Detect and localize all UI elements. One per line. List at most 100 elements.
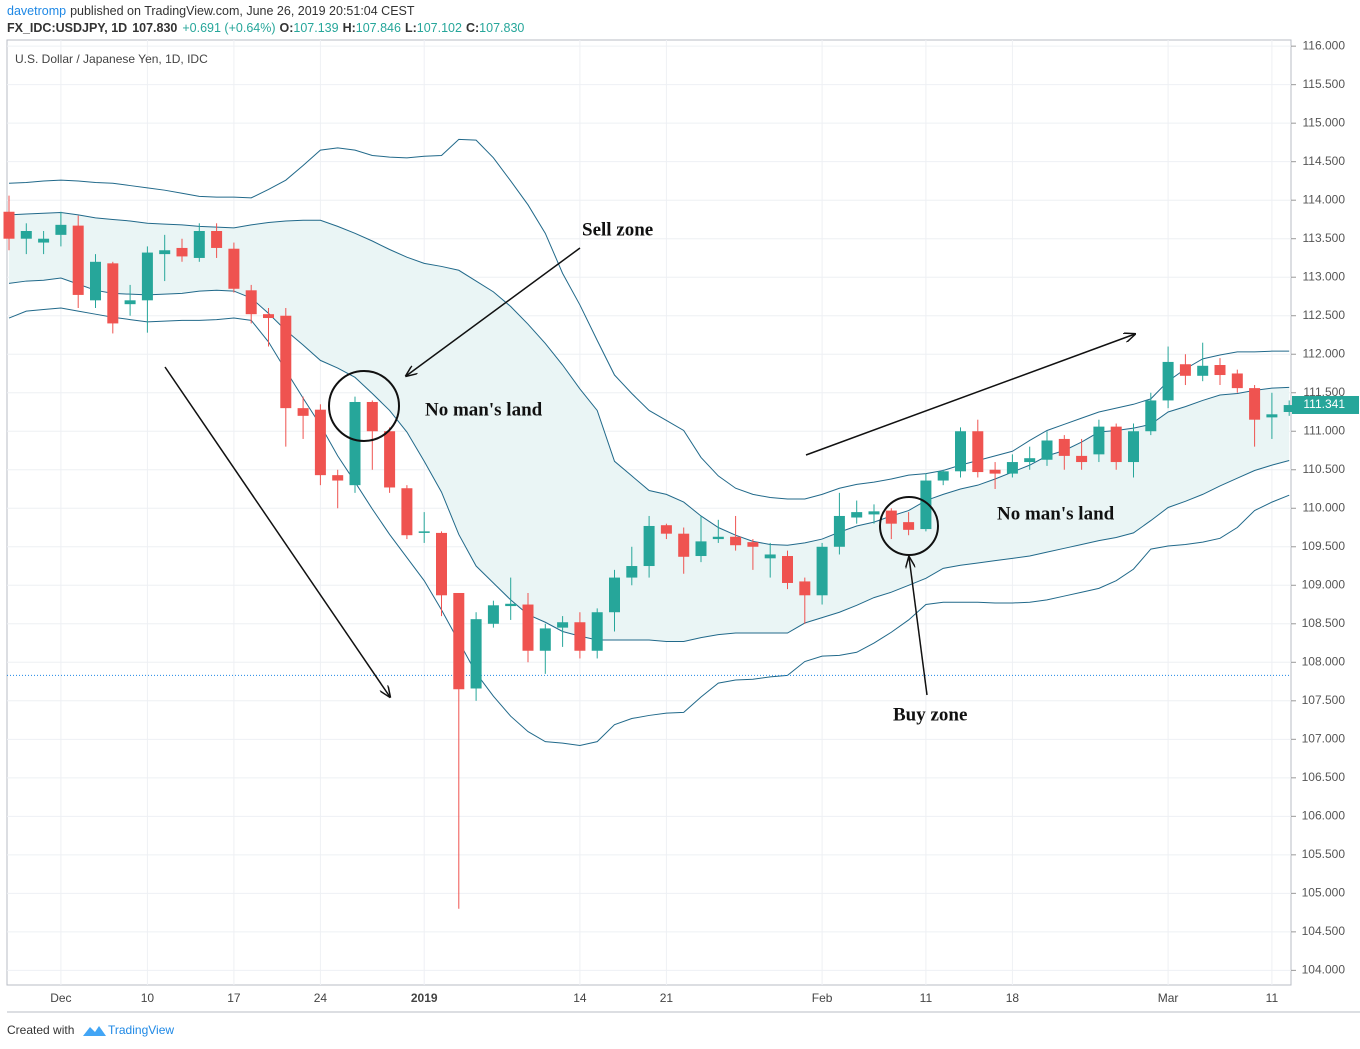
annotation: Sell zone bbox=[582, 219, 653, 240]
footer-created: Created with bbox=[7, 1023, 74, 1037]
candle-body bbox=[1283, 405, 1295, 412]
y-tick-label: 109.500 bbox=[1302, 539, 1346, 553]
arrow bbox=[406, 247, 581, 376]
candle-body bbox=[678, 533, 690, 557]
circle bbox=[879, 496, 939, 556]
band-line bbox=[8, 212, 1290, 546]
candle-body bbox=[297, 408, 309, 416]
y-tick-label: 113.500 bbox=[1303, 231, 1346, 245]
candle-body bbox=[20, 231, 32, 239]
candle-body bbox=[937, 471, 949, 481]
candle-body bbox=[1214, 365, 1226, 376]
y-tick-label: 115.000 bbox=[1303, 115, 1346, 129]
candle-body bbox=[193, 231, 205, 258]
brand-logo[interactable] bbox=[83, 1026, 106, 1036]
candle-body bbox=[1162, 361, 1174, 401]
open-label: O: bbox=[280, 21, 294, 35]
y-tick-label: 110.000 bbox=[1303, 500, 1346, 514]
candle-body bbox=[591, 612, 603, 651]
annotation: No man's land bbox=[997, 503, 1115, 524]
x-tick-label: 11 bbox=[920, 991, 933, 1005]
candle-body bbox=[159, 250, 171, 255]
candle-body bbox=[1110, 426, 1122, 463]
candle-body bbox=[314, 409, 326, 476]
y-tick-label: 113.000 bbox=[1303, 269, 1346, 283]
candle-body bbox=[868, 511, 880, 515]
logo bbox=[83, 1026, 106, 1036]
candle-body bbox=[1128, 431, 1139, 463]
candle-body bbox=[660, 525, 672, 534]
candle-body bbox=[1093, 426, 1105, 455]
candle-body bbox=[366, 401, 378, 432]
candle-body bbox=[539, 628, 551, 651]
candle-body bbox=[211, 231, 223, 248]
candle-body bbox=[1076, 455, 1088, 463]
candle-body bbox=[470, 619, 482, 689]
y-tick-label: 115.500 bbox=[1303, 77, 1346, 91]
arrow bbox=[909, 557, 928, 696]
x-tick-label: 2019 bbox=[411, 991, 438, 1005]
candle-body bbox=[626, 566, 638, 578]
x-tick-label: 24 bbox=[314, 991, 328, 1005]
author[interactable]: davetromp bbox=[7, 4, 66, 18]
band-fill bbox=[9, 212, 1290, 642]
y-tick-label: 114.500 bbox=[1303, 154, 1346, 168]
candle-body bbox=[764, 554, 776, 559]
candle-body bbox=[1197, 365, 1209, 376]
circle bbox=[328, 370, 400, 442]
candle-body bbox=[1006, 462, 1018, 474]
candle-body bbox=[418, 531, 430, 533]
candle-body bbox=[3, 211, 15, 239]
annotation: Buy zone bbox=[893, 704, 967, 725]
y-tick-label: 105.000 bbox=[1302, 886, 1346, 900]
y-tick-label: 108.500 bbox=[1302, 616, 1346, 630]
y-tick-label: 107.000 bbox=[1302, 731, 1346, 745]
candle-body bbox=[401, 488, 413, 536]
candle-body bbox=[384, 431, 396, 488]
candle-body bbox=[107, 263, 119, 324]
x-tick-label: 11 bbox=[1266, 991, 1279, 1005]
candle-body bbox=[245, 290, 257, 315]
y-tick-label: 112.000 bbox=[1303, 346, 1346, 360]
candle-body bbox=[228, 248, 240, 289]
candle-body bbox=[487, 605, 499, 624]
y-tick-label: 112.500 bbox=[1303, 308, 1346, 322]
candle-body bbox=[349, 401, 361, 486]
x-tick-label: Dec bbox=[50, 991, 71, 1005]
footer-brand[interactable]: TradingView bbox=[108, 1023, 174, 1037]
candle-body bbox=[643, 525, 655, 567]
candle-body bbox=[176, 247, 188, 257]
x-tick-label: 17 bbox=[227, 991, 241, 1005]
x-tick-label: 21 bbox=[660, 991, 674, 1005]
candle-body bbox=[1024, 458, 1036, 463]
candle-body bbox=[1145, 400, 1157, 432]
y-tick-label: 104.500 bbox=[1302, 924, 1346, 938]
candle-body bbox=[332, 475, 344, 481]
candle-body bbox=[1266, 414, 1278, 418]
y-tick-label: 108.000 bbox=[1302, 654, 1346, 668]
candle-body bbox=[989, 469, 1001, 474]
y-tick-label: 114.000 bbox=[1303, 192, 1346, 206]
candle-body bbox=[280, 315, 292, 409]
candle-body bbox=[1058, 438, 1070, 456]
open: 107.139 bbox=[293, 21, 338, 35]
candle-body bbox=[816, 546, 828, 596]
candle-body bbox=[955, 431, 966, 472]
chart-title: U.S. Dollar / Japanese Yen, 1D, IDC bbox=[15, 52, 208, 66]
y-tick-label: 110.500 bbox=[1303, 462, 1346, 476]
candle-body bbox=[141, 252, 153, 301]
candle-body bbox=[1231, 373, 1243, 389]
candle-body bbox=[903, 522, 915, 530]
candle-body bbox=[972, 431, 984, 473]
x-tick-label: 14 bbox=[573, 991, 587, 1005]
header-line: davetromp published on TradingView.com, J… bbox=[7, 4, 415, 18]
price: 107.830 bbox=[132, 21, 177, 35]
candle-body bbox=[124, 300, 136, 305]
candle-body bbox=[557, 622, 569, 628]
high-label: H: bbox=[343, 21, 356, 35]
candle-body bbox=[851, 512, 863, 518]
arrow bbox=[164, 366, 390, 697]
y-tick-label: 116.000 bbox=[1303, 38, 1346, 52]
